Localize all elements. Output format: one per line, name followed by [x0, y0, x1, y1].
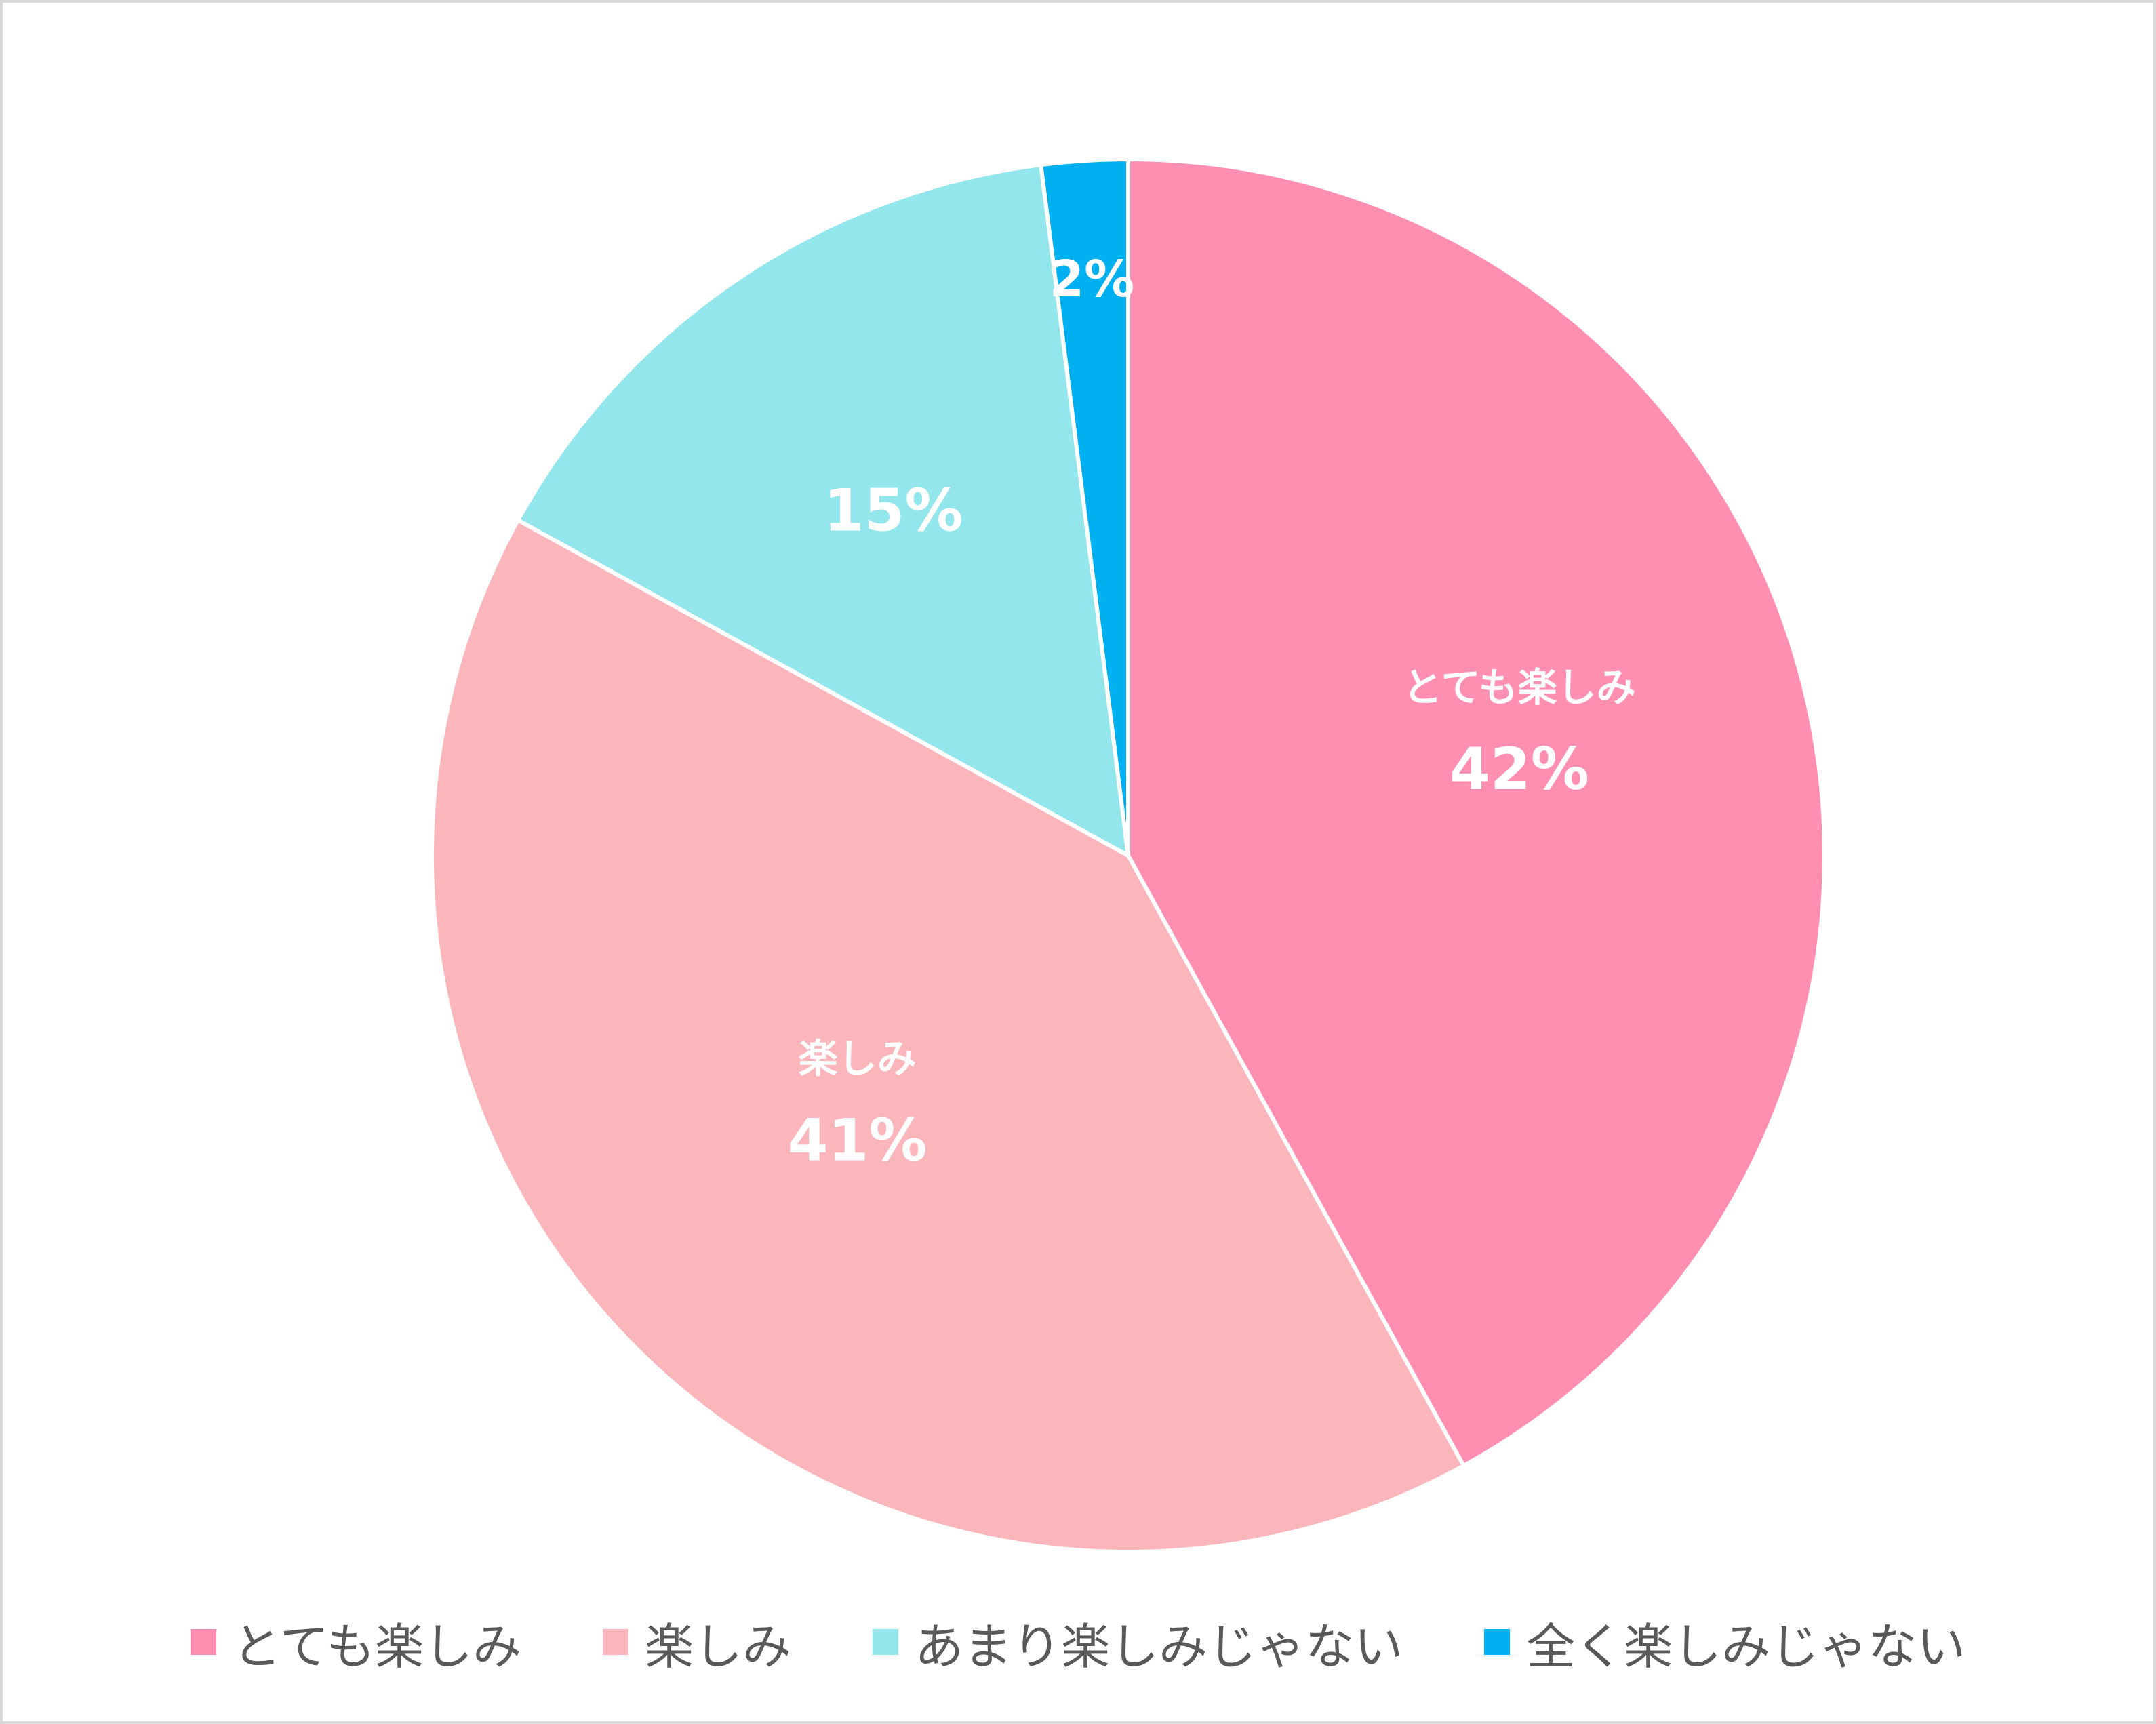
slice-category-label: とても楽しみ [1403, 664, 1635, 710]
legend-label: あまり楽しみじゃない [915, 1618, 1403, 1675]
slice-percent-label: 2% [1050, 250, 1135, 308]
legend-label: 全く楽しみじゃない [1526, 1618, 1966, 1675]
slice-percent-label: 15% [824, 477, 963, 544]
chart-legend: とても楽しみ 楽しみ あまり楽しみじゃない 全く楽しみじゃない [0, 1601, 2156, 1683]
pie-slice-4 [1039, 157, 1130, 858]
legend-swatch [873, 1629, 899, 1655]
legend-item: あまり楽しみじゃない [873, 1607, 1403, 1678]
legend-label: とても楽しみ [232, 1618, 522, 1675]
legend-item: とても楽しみ [190, 1607, 522, 1678]
slice-percent-label: 41% [788, 1106, 927, 1174]
legend-label: 楽しみ [645, 1618, 792, 1675]
pie-slice-3 [516, 163, 1130, 858]
pie-slice-2 [430, 518, 1466, 1554]
legend-item: 楽しみ [603, 1607, 791, 1678]
slice-category-label: 楽しみ [799, 1035, 917, 1081]
legend-swatch [190, 1629, 216, 1655]
slice-percent-label: 42% [1450, 736, 1589, 803]
legend-swatch [603, 1629, 629, 1655]
legend-item: 全く楽しみじゃない [1484, 1607, 1965, 1678]
pie-slice-1 [1126, 157, 1826, 1468]
legend-swatch [1484, 1629, 1511, 1655]
